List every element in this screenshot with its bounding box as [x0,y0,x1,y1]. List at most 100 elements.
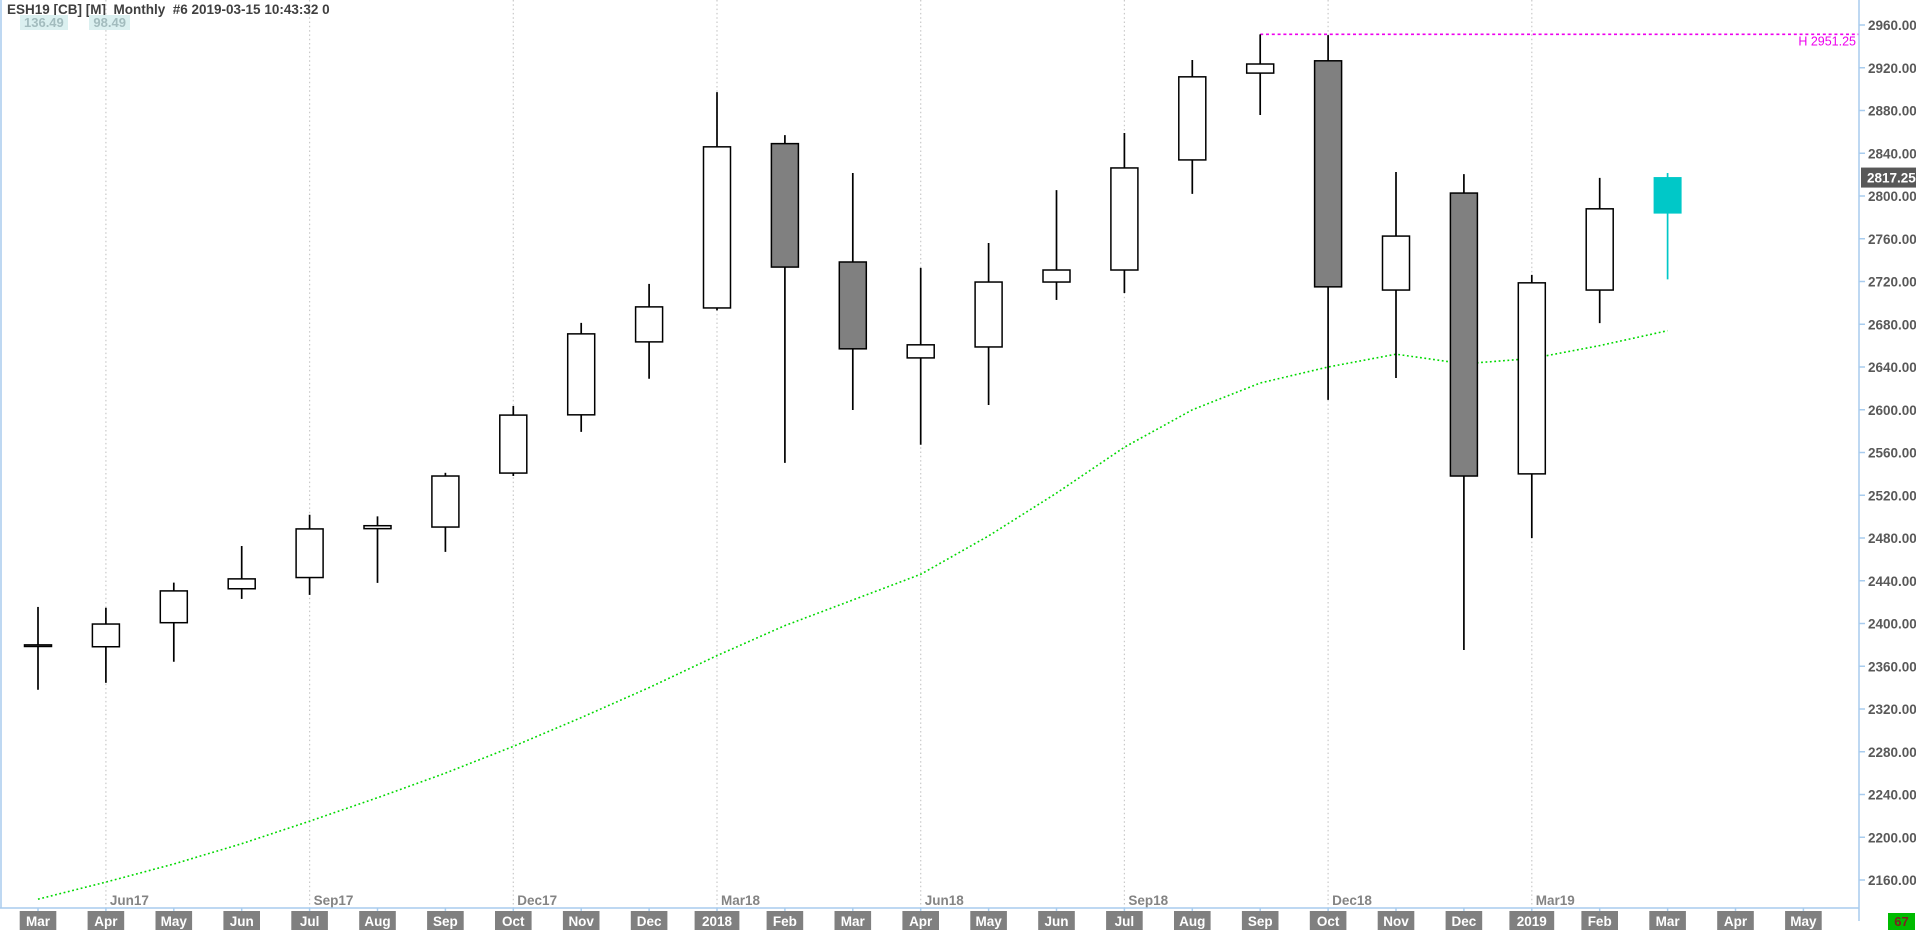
month-badge [427,911,464,930]
price-tick-label: 2480.00 [1868,531,1916,546]
month-badge [1509,911,1555,930]
month-badge-label: May [161,914,188,929]
month-badge-label: May [1790,914,1817,929]
candle-body [1449,192,1479,477]
month-badge-label: Apr [909,914,933,929]
month-badge [562,911,600,930]
update-counter-badge: 67 [1888,913,1915,930]
quarter-gridline-label: Jun17 [110,893,149,908]
month-badge-label: Aug [364,914,390,929]
month-badge-label: Mar [26,914,51,929]
month-badge-label: Nov [1383,914,1409,929]
candle-body [1042,269,1071,283]
price-tick-label: 2240.00 [1868,788,1916,803]
price-tick-label: 2880.00 [1868,104,1916,119]
candle-body [838,261,868,350]
month-badge [1309,911,1347,930]
quarter-gridline-label: Mar19 [1536,893,1575,908]
month-badge-label: Sep [1248,914,1273,929]
candle-body [227,578,256,590]
month-badge [19,911,57,930]
candle-body [431,475,460,528]
month-badge [1581,911,1618,930]
candle-body [1517,282,1547,475]
month-badge [1785,911,1822,930]
indicator-value: 98.49 [89,15,130,30]
month-badge [1377,911,1415,930]
last-price-badge [1861,167,1916,188]
candle-body [634,306,664,343]
month-badge-label: Sep [433,914,458,929]
candle-body [1178,76,1207,161]
month-badge [1174,911,1211,930]
candle-body [906,344,935,359]
month-badge [1241,911,1279,930]
month-badge [1717,911,1754,930]
price-tick-label: 2760.00 [1868,232,1916,247]
candle-body [91,623,121,648]
month-badge [970,911,1007,930]
month-badge [291,911,328,930]
quarter-gridline-label: Dec18 [1332,893,1372,908]
candle-body [1313,60,1343,288]
high-price-label: H 2951.25 [1798,34,1856,48]
month-badge-label: Oct [502,914,525,929]
candle-body [566,333,596,416]
price-tick-label: 2200.00 [1868,830,1916,845]
moving-average-line [37,329,1668,900]
candle-body [1653,177,1682,214]
month-badge-label: Jun [1044,914,1068,929]
month-badge-label: Oct [1317,914,1340,929]
month-badge-label: Aug [1179,914,1205,929]
month-badge-label: Apr [1724,914,1748,929]
month-badge [223,911,260,930]
month-badge [1106,911,1143,930]
candle-body [363,524,392,530]
candle-body [1381,235,1411,291]
price-tick-label: 2520.00 [1868,488,1916,503]
price-tick-label: 2360.00 [1868,659,1916,674]
quarter-gridline-label: Sep18 [1128,893,1168,908]
quarter-gridline-label: Dec17 [517,893,557,908]
month-badge-label: Feb [773,914,797,929]
month-badge-label: Mar [1656,914,1681,929]
price-tick-label: 2320.00 [1868,702,1916,717]
month-badge [834,911,872,930]
month-badge [1649,911,1686,930]
month-badge [155,911,193,930]
price-tick-label: 2600.00 [1868,403,1916,418]
price-tick-label: 2920.00 [1868,61,1916,76]
chart-title: ESH19 [CB] [M] Monthly #6 2019-03-15 10:… [7,2,330,17]
quarter-gridline-label: Sep17 [314,893,354,908]
candle-body [974,281,1003,348]
candle-body [770,142,800,268]
month-badge [87,911,125,930]
price-tick-label: 2840.00 [1868,146,1916,161]
month-badge-label: Dec [1452,914,1477,929]
month-badge-label: Jun [230,914,254,929]
month-badge-label: May [975,914,1002,929]
last-price-label: 2817.25 [1867,171,1916,186]
month-badge-label: Apr [94,914,118,929]
month-badge [359,911,396,930]
candle-body [295,528,324,579]
quarter-gridline-label: Mar18 [721,893,761,908]
price-tick-label: 2960.00 [1868,18,1916,33]
candle-body [23,644,53,648]
month-badge-label: Nov [568,914,594,929]
price-tick-label: 2640.00 [1868,360,1916,375]
indicator-values: 136.49 98.49 [20,15,148,30]
candle-body [1585,208,1614,291]
price-tick-label: 2440.00 [1868,574,1916,589]
price-tick-label: 2560.00 [1868,446,1916,461]
month-badge [1038,911,1075,930]
month-badge [1445,911,1483,930]
indicator-value: 136.49 [20,15,68,30]
month-badge [694,911,740,930]
price-tick-label: 2680.00 [1868,317,1916,332]
month-badge-label: 2018 [702,914,733,929]
month-badge-label: Mar [841,914,866,929]
candle-body [1245,63,1275,74]
